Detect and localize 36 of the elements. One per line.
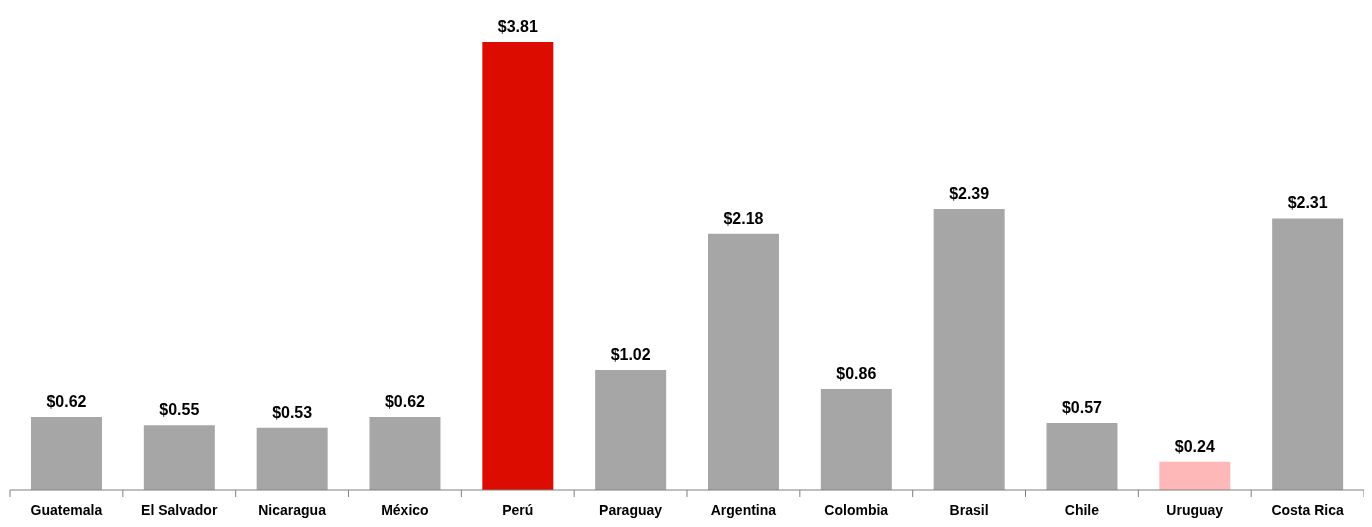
data-label: $2.18: [723, 209, 764, 227]
data-label: $0.62: [384, 393, 426, 411]
bar: [1159, 461, 1231, 490]
data-label: $0.24: [1174, 437, 1215, 455]
x-tick-label: Colombia: [824, 502, 889, 518]
data-label: $0.53: [272, 403, 313, 421]
x-tick-label: Perú: [502, 502, 534, 518]
bar: [1046, 422, 1118, 490]
data-label: $0.62: [46, 393, 87, 411]
bar: [369, 417, 441, 490]
x-tick-label: Argentina: [710, 502, 777, 518]
data-label: $1.02: [610, 346, 651, 364]
data-label: $0.55: [159, 401, 200, 419]
x-tick-label: Guatemala: [30, 502, 103, 518]
bar: [143, 425, 215, 490]
x-tick-label: Nicaragua: [258, 502, 327, 518]
bar: [256, 427, 328, 490]
data-label: $0.86: [836, 364, 877, 382]
bar: [595, 370, 667, 490]
data-label: $2.39: [949, 184, 990, 202]
x-tick-label: Brasil: [949, 502, 989, 518]
bar: [1272, 218, 1344, 490]
bar: [933, 208, 1005, 490]
data-label: $3.81: [497, 18, 538, 35]
x-tick-label: Uruguay: [1166, 502, 1224, 518]
x-tick-label: Costa Rica: [1271, 502, 1344, 518]
bar: [482, 42, 554, 490]
data-label: $2.31: [1287, 194, 1328, 212]
x-tick-label: México: [381, 502, 429, 518]
bar: [820, 388, 892, 490]
data-label: $0.57: [1061, 398, 1103, 416]
x-tick-label: Paraguay: [599, 502, 663, 518]
x-tick-label: El Salvador: [141, 502, 218, 518]
x-tick-label: Chile: [1064, 502, 1100, 518]
bar: [707, 233, 779, 490]
bar: [30, 417, 102, 490]
